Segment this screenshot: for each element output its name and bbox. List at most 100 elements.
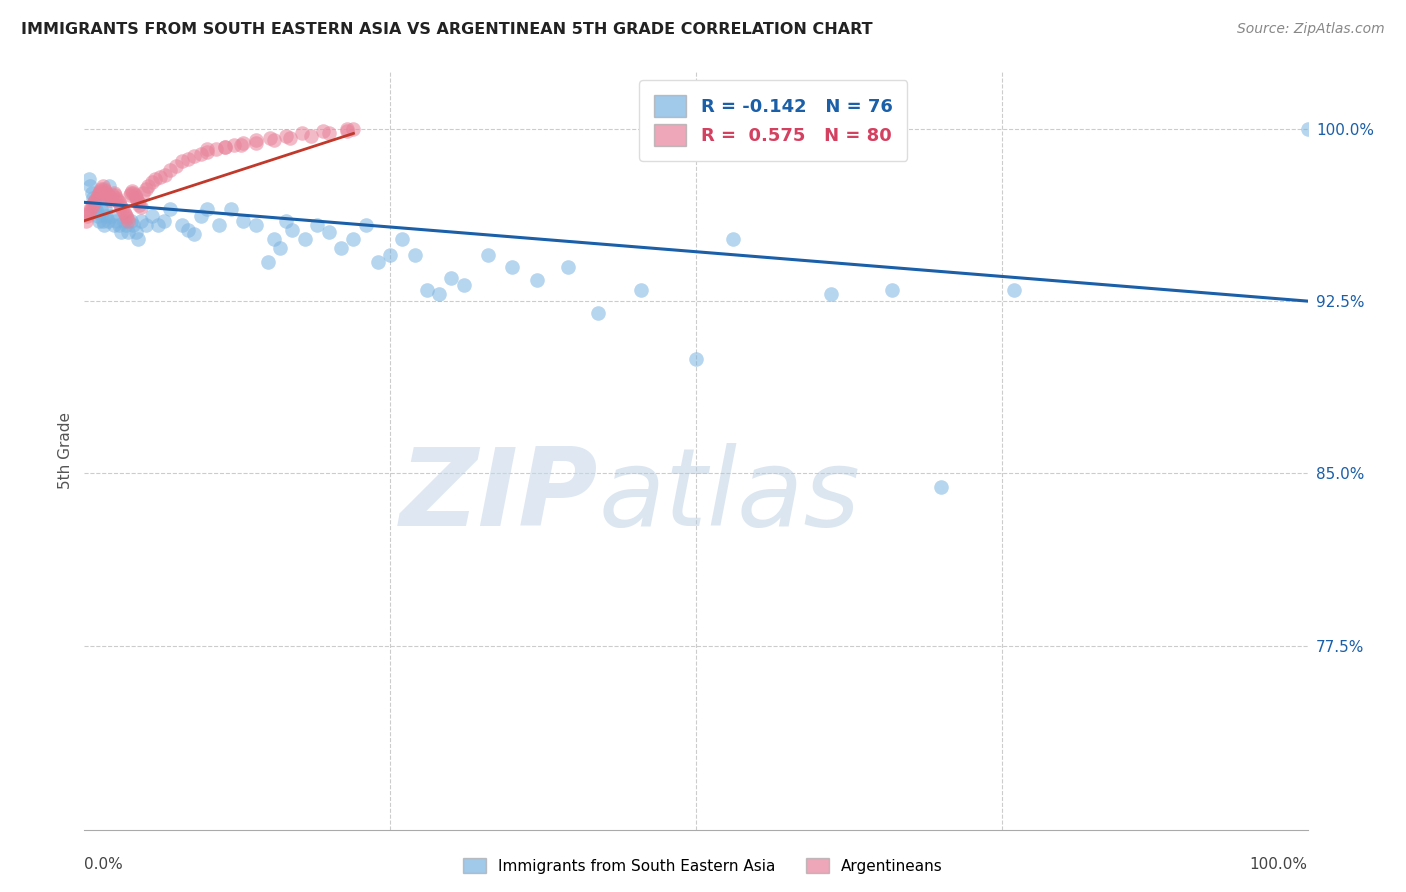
Point bbox=[110, 200, 132, 214]
Point bbox=[195, 145, 218, 159]
Point bbox=[149, 169, 172, 184]
Point bbox=[318, 127, 340, 141]
Point bbox=[118, 188, 141, 202]
Point bbox=[391, 232, 413, 246]
Point bbox=[79, 202, 101, 217]
Point bbox=[245, 133, 267, 147]
Point bbox=[124, 188, 146, 202]
Point bbox=[440, 271, 463, 285]
Point bbox=[205, 143, 228, 157]
Point bbox=[630, 283, 652, 297]
Point bbox=[105, 213, 128, 227]
Point bbox=[305, 219, 328, 233]
Point bbox=[141, 209, 163, 223]
Text: ZIP: ZIP bbox=[399, 443, 598, 549]
Point bbox=[318, 225, 340, 239]
Point bbox=[214, 140, 236, 154]
Point bbox=[259, 131, 281, 145]
Point bbox=[122, 186, 145, 201]
Point bbox=[83, 195, 105, 210]
Point bbox=[232, 213, 254, 227]
Point bbox=[89, 184, 111, 198]
Point bbox=[80, 200, 103, 214]
Point bbox=[354, 219, 377, 233]
Point bbox=[276, 213, 298, 227]
Point bbox=[404, 248, 426, 262]
Point bbox=[112, 204, 135, 219]
Point bbox=[82, 197, 104, 211]
Point bbox=[115, 219, 138, 233]
Point bbox=[114, 207, 136, 221]
Point bbox=[104, 188, 127, 202]
Point bbox=[94, 202, 117, 217]
Point bbox=[86, 204, 108, 219]
Point bbox=[1296, 121, 1319, 136]
Point bbox=[120, 186, 142, 201]
Point bbox=[312, 124, 335, 138]
Point bbox=[91, 179, 114, 194]
Point bbox=[108, 197, 131, 211]
Text: 100.0%: 100.0% bbox=[1250, 857, 1308, 872]
Point bbox=[502, 260, 524, 274]
Point bbox=[120, 213, 142, 227]
Point bbox=[127, 195, 149, 210]
Point bbox=[105, 193, 128, 207]
Legend: Immigrants from South Eastern Asia, Argentineans: Immigrants from South Eastern Asia, Arge… bbox=[457, 852, 949, 880]
Point bbox=[195, 143, 218, 157]
Point bbox=[89, 191, 111, 205]
Point bbox=[125, 225, 148, 239]
Text: atlas: atlas bbox=[598, 443, 860, 549]
Point bbox=[96, 209, 118, 223]
Point bbox=[159, 202, 181, 217]
Point bbox=[183, 149, 205, 163]
Point bbox=[159, 163, 181, 178]
Point bbox=[87, 213, 110, 227]
Point bbox=[281, 223, 304, 237]
Point bbox=[336, 124, 359, 138]
Point bbox=[125, 193, 148, 207]
Point bbox=[87, 188, 110, 202]
Point bbox=[79, 179, 101, 194]
Point bbox=[98, 193, 121, 207]
Point bbox=[112, 213, 135, 227]
Point bbox=[342, 121, 364, 136]
Point bbox=[77, 204, 100, 219]
Point bbox=[208, 219, 231, 233]
Point bbox=[77, 172, 100, 186]
Point bbox=[342, 232, 364, 246]
Point bbox=[177, 152, 200, 166]
Point bbox=[416, 283, 439, 297]
Legend: R = -0.142   N = 76, R =  0.575   N = 80: R = -0.142 N = 76, R = 0.575 N = 80 bbox=[640, 80, 907, 161]
Point bbox=[93, 181, 115, 195]
Point bbox=[367, 255, 389, 269]
Point bbox=[1002, 283, 1025, 297]
Point bbox=[101, 188, 124, 202]
Point bbox=[90, 202, 112, 217]
Point bbox=[135, 181, 157, 195]
Point bbox=[172, 219, 194, 233]
Point bbox=[263, 133, 285, 147]
Point bbox=[75, 213, 97, 227]
Point bbox=[87, 186, 110, 201]
Point bbox=[929, 480, 952, 494]
Point bbox=[153, 213, 176, 227]
Point bbox=[97, 188, 120, 202]
Y-axis label: 5th Grade: 5th Grade bbox=[58, 412, 73, 489]
Point bbox=[257, 255, 280, 269]
Point bbox=[135, 219, 157, 233]
Point bbox=[165, 159, 187, 173]
Point bbox=[143, 172, 166, 186]
Point bbox=[269, 241, 291, 255]
Point bbox=[190, 147, 212, 161]
Point bbox=[103, 219, 125, 233]
Point bbox=[115, 209, 138, 223]
Point bbox=[172, 153, 194, 168]
Point bbox=[100, 191, 122, 205]
Point bbox=[97, 179, 120, 194]
Point bbox=[245, 219, 267, 233]
Point bbox=[91, 213, 114, 227]
Point bbox=[141, 175, 163, 189]
Point bbox=[129, 213, 152, 227]
Point bbox=[427, 287, 450, 301]
Point bbox=[83, 195, 105, 210]
